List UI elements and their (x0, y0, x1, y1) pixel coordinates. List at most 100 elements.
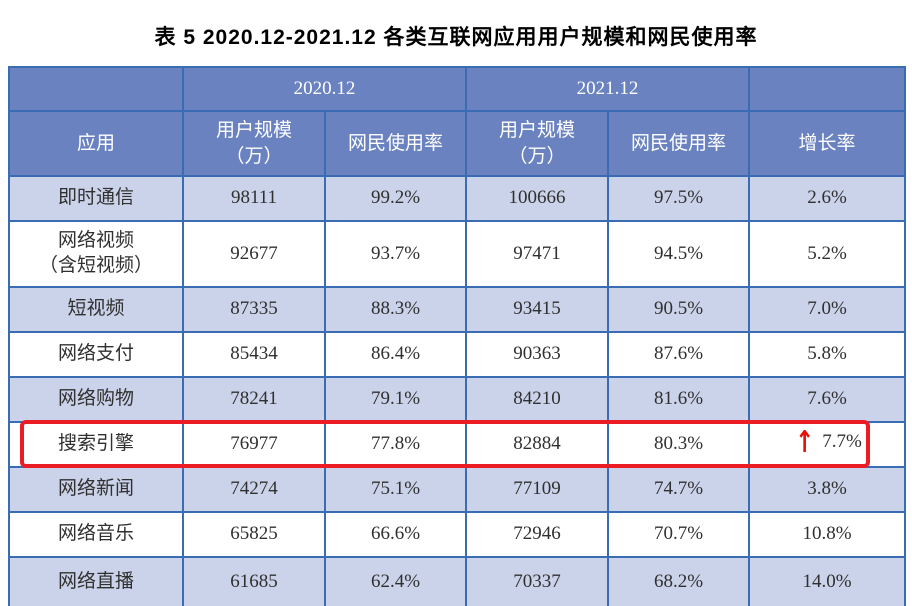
cell-scale-2020: 65825 (182, 511, 326, 558)
header-empty-app (8, 66, 184, 112)
app-name-line: 网络音乐 (57, 523, 134, 545)
cell-app-name: 网络新闻 (8, 466, 184, 513)
cell-scale-2020: 78241 (182, 376, 326, 423)
cell-usage-2020: 88.3% (324, 286, 467, 333)
cell-scale-2021: 100666 (465, 175, 609, 222)
col-header-scale-2020: 用户规模 （万） (182, 110, 326, 177)
data-table: 2020.12 2021.12 应用 用户规模 （万） 网民使用率 用户规模 （… (8, 66, 906, 606)
growth-content: 5.8% (807, 342, 847, 367)
cell-app-name: 即时通信 (8, 175, 184, 222)
cell-growth: 3.8% (748, 466, 906, 513)
cell-usage-2021: 90.5% (607, 286, 750, 333)
cell-scale-2021: 77109 (465, 466, 609, 513)
table-row: 网络视频 （含短视频） 92677 93.7% 97471 94.5% 5.2% (8, 220, 906, 288)
growth-value: 7.0% (807, 298, 847, 320)
header-group-2021: 2021.12 (465, 66, 750, 112)
cell-scale-2020: 87335 (182, 286, 326, 333)
growth-value: 7.6% (807, 388, 847, 410)
table-header: 2020.12 2021.12 应用 用户规模 （万） 网民使用率 用户规模 （… (8, 66, 906, 177)
cell-scale-2021: 93415 (465, 286, 609, 333)
cell-usage-2021: 81.6% (607, 376, 750, 423)
table-row: 即时通信 98111 99.2% 100666 97.5% 2.6% (8, 175, 906, 222)
cell-scale-2020: 98111 (182, 175, 326, 222)
table-caption: 表 5 2020.12-2021.12 各类互联网应用用户规模和网民使用率 (154, 26, 758, 49)
cell-app-name: 短视频 (8, 286, 184, 333)
growth-value: 7.7% (822, 431, 862, 453)
cell-scale-2021: 97471 (465, 220, 609, 288)
table-row: 搜索引擎 76977 77.8% 82884 80.3% ↑ 7.7% (8, 421, 906, 468)
cell-scale-2020: 74274 (182, 466, 326, 513)
header-columns-row: 应用 用户规模 （万） 网民使用率 用户规模 （万） 网民使用率 增长率 (8, 110, 906, 177)
cell-app-name: 网络支付 (8, 331, 184, 378)
growth-value: 10.8% (802, 523, 852, 545)
col-header-scale-line2: （万） (225, 145, 283, 167)
up-arrow-icon: ↑ (795, 425, 815, 461)
table-row: 网络支付 85434 86.4% 90363 87.6% 5.8% (8, 331, 906, 378)
cell-growth: 14.0% (748, 556, 906, 606)
cell-growth: 10.8% (748, 511, 906, 558)
col-header-scale-2021: 用户规模 （万） (465, 110, 609, 177)
cell-scale-2021: 72946 (465, 511, 609, 558)
cell-usage-2021: 80.3% (607, 421, 750, 468)
header-group-row: 2020.12 2021.12 (8, 66, 906, 112)
cell-app-name: 网络直播 (8, 556, 184, 606)
cell-usage-2021: 94.5% (607, 220, 750, 288)
cell-growth: ↑ 7.7% (748, 421, 906, 468)
cell-usage-2020: 66.6% (324, 511, 467, 558)
table-row: 短视频 87335 88.3% 93415 90.5% 7.0% (8, 286, 906, 333)
cell-growth: 2.6% (748, 175, 906, 222)
app-name-line: （含短视频） (38, 255, 153, 276)
cell-usage-2021: 70.7% (607, 511, 750, 558)
app-name-line: 搜索引擎 (57, 433, 134, 455)
cell-scale-2021: 84210 (465, 376, 609, 423)
col-header-scale-line1: 用户规模 (498, 119, 575, 141)
cell-usage-2021: 74.7% (607, 466, 750, 513)
cell-growth: 5.2% (748, 220, 906, 288)
cell-growth: 7.6% (748, 376, 906, 423)
col-header-scale-line2: （万） (508, 145, 566, 167)
growth-value: 3.8% (807, 478, 847, 500)
cell-app-name: 搜索引擎 (8, 421, 184, 468)
app-name-line: 网络直播 (57, 570, 134, 592)
header-group-2020: 2020.12 (182, 66, 467, 112)
cell-usage-2021: 87.6% (607, 331, 750, 378)
growth-value: 5.8% (807, 343, 847, 365)
growth-content: ↑ 7.7% (792, 425, 862, 461)
cell-usage-2020: 79.1% (324, 376, 467, 423)
cell-scale-2020: 85434 (182, 331, 326, 378)
cell-app-name: 网络音乐 (8, 511, 184, 558)
growth-content: 7.6% (807, 387, 847, 412)
growth-content: 3.8% (807, 477, 847, 502)
cell-usage-2020: 99.2% (324, 175, 467, 222)
header-empty-growth (748, 66, 906, 112)
cell-app-name: 网络视频 （含短视频） (8, 220, 184, 288)
growth-content: 7.0% (807, 297, 847, 322)
cell-scale-2021: 82884 (465, 421, 609, 468)
app-name-line: 网络购物 (57, 388, 134, 410)
app-name-line: 网络支付 (57, 343, 134, 365)
growth-value: 14.0% (802, 570, 852, 592)
col-header-usage-2021: 网民使用率 (607, 110, 750, 177)
cell-usage-2020: 93.7% (324, 220, 467, 288)
cell-growth: 7.0% (748, 286, 906, 333)
table-row: 网络新闻 74274 75.1% 77109 74.7% 3.8% (8, 466, 906, 513)
growth-content: 14.0% (802, 570, 851, 595)
growth-content: 2.6% (807, 186, 847, 211)
growth-value: 5.2% (807, 242, 847, 264)
table-row: 网络音乐 65825 66.6% 72946 70.7% 10.8% (8, 511, 906, 558)
cell-usage-2020: 62.4% (324, 556, 467, 606)
col-header-app: 应用 (8, 110, 184, 177)
growth-content: 5.2% (807, 242, 847, 267)
cell-usage-2020: 75.1% (324, 466, 467, 513)
growth-value: 2.6% (807, 187, 847, 209)
app-name-line: 网络视频 (57, 230, 134, 252)
cell-app-name: 网络购物 (8, 376, 184, 423)
growth-content: 10.8% (802, 522, 851, 547)
table-row: 网络购物 78241 79.1% 84210 81.6% 7.6% (8, 376, 906, 423)
cell-growth: 5.8% (748, 331, 906, 378)
app-name-line: 短视频 (67, 298, 125, 320)
cell-scale-2021: 90363 (465, 331, 609, 378)
cell-usage-2020: 77.8% (324, 421, 467, 468)
cell-usage-2020: 86.4% (324, 331, 467, 378)
cell-scale-2020: 76977 (182, 421, 326, 468)
